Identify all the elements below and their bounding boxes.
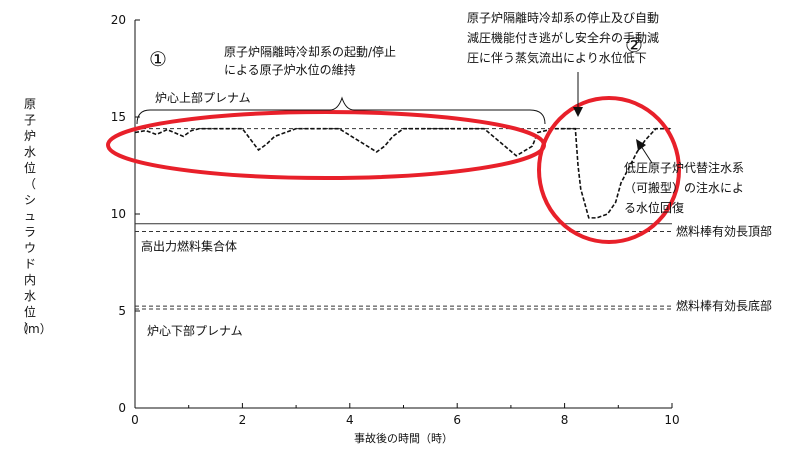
y-tick-label: 10: [111, 207, 126, 221]
annotation-recovery: る水位回復: [624, 200, 684, 215]
y-axis-label-glyph: 位: [23, 161, 36, 175]
y-axis-label-glyph: 内: [23, 273, 36, 287]
arrowhead-depressurize: [573, 107, 583, 117]
annotation-recovery: 低圧原子炉代替注水系: [624, 160, 744, 175]
y-axis-label-glyph: ウ: [23, 241, 36, 255]
y-axis-label-glyph: 水: [23, 289, 36, 303]
marker-2: ②: [625, 33, 643, 57]
x-tick-label: 4: [346, 413, 354, 427]
y-tick-label: 0: [118, 401, 126, 415]
y-tick-label: 20: [111, 13, 126, 27]
x-tick-label: 2: [239, 413, 247, 427]
y-axis-label-glyph: 子: [23, 113, 36, 127]
annotation-ric: 原子炉隔離時冷却系の起動/停止: [224, 44, 396, 59]
upper-plenum-brace: [136, 96, 546, 125]
x-axis-label: 事故後の時間（時）: [354, 431, 453, 445]
y-axis-label-glyph: 原: [23, 97, 36, 111]
x-tick-label: 8: [561, 413, 569, 427]
y-axis-unit: （m）: [16, 322, 52, 336]
y-axis-label-glyph: 位: [23, 305, 36, 319]
arrow-recovery: [640, 145, 653, 164]
region-label-lower-plenum: 炉心下部プレナム: [147, 323, 243, 338]
y-axis-label-glyph: ）: [23, 321, 36, 335]
highlight-ellipse-2: [537, 96, 681, 244]
y-axis-label-glyph: ラ: [23, 225, 36, 239]
ref-label-fuel-top: 燃料棒有効長頂部: [676, 223, 772, 238]
x-tick-label: 0: [131, 413, 139, 427]
y-axis-label-glyph: ド: [23, 257, 36, 271]
y-axis-label-glyph: 水: [23, 145, 36, 159]
axes: 0 2 4 6 8 10 0 5 10 15 20 事故後の時間（時）: [111, 13, 680, 445]
y-axis-label-glyph: （: [23, 177, 36, 191]
y-axis-label-glyph: ュ: [23, 209, 36, 223]
y-tick-label: 15: [111, 110, 126, 124]
highlight-ellipse-1: [106, 110, 546, 180]
annotation-depressurize: 減圧機能付き逃がし安全弁の手動減: [467, 30, 659, 45]
x-tick-label: 6: [453, 413, 461, 427]
region-label-upper-plenum: 炉心上部プレナム: [155, 90, 251, 105]
annotation-recovery: （可搬型）の注水によ: [624, 180, 744, 195]
y-axis-label: 原子炉水位（シュラウド内水位）: [22, 96, 38, 336]
marker-1: ①: [149, 47, 167, 71]
x-tick-label: 10: [664, 413, 679, 427]
y-axis-label-glyph: 炉: [23, 129, 36, 143]
y-axis-label-glyph: シ: [23, 193, 36, 207]
arrowhead-recovery: [636, 139, 646, 151]
ref-label-fuel-bottom: 燃料棒有効長底部: [676, 298, 772, 313]
y-tick-label: 5: [118, 304, 126, 318]
annotation-ric: による原子炉水位の維持: [224, 62, 356, 77]
ref-label-high-power-fuel: 高出力燃料集合体: [141, 239, 237, 254]
annotation-depressurize: 原子炉隔離時冷却系の停止及び自動: [467, 10, 659, 25]
annotation-depressurize: 圧に伴う蒸気流出により水位低下: [467, 50, 647, 65]
